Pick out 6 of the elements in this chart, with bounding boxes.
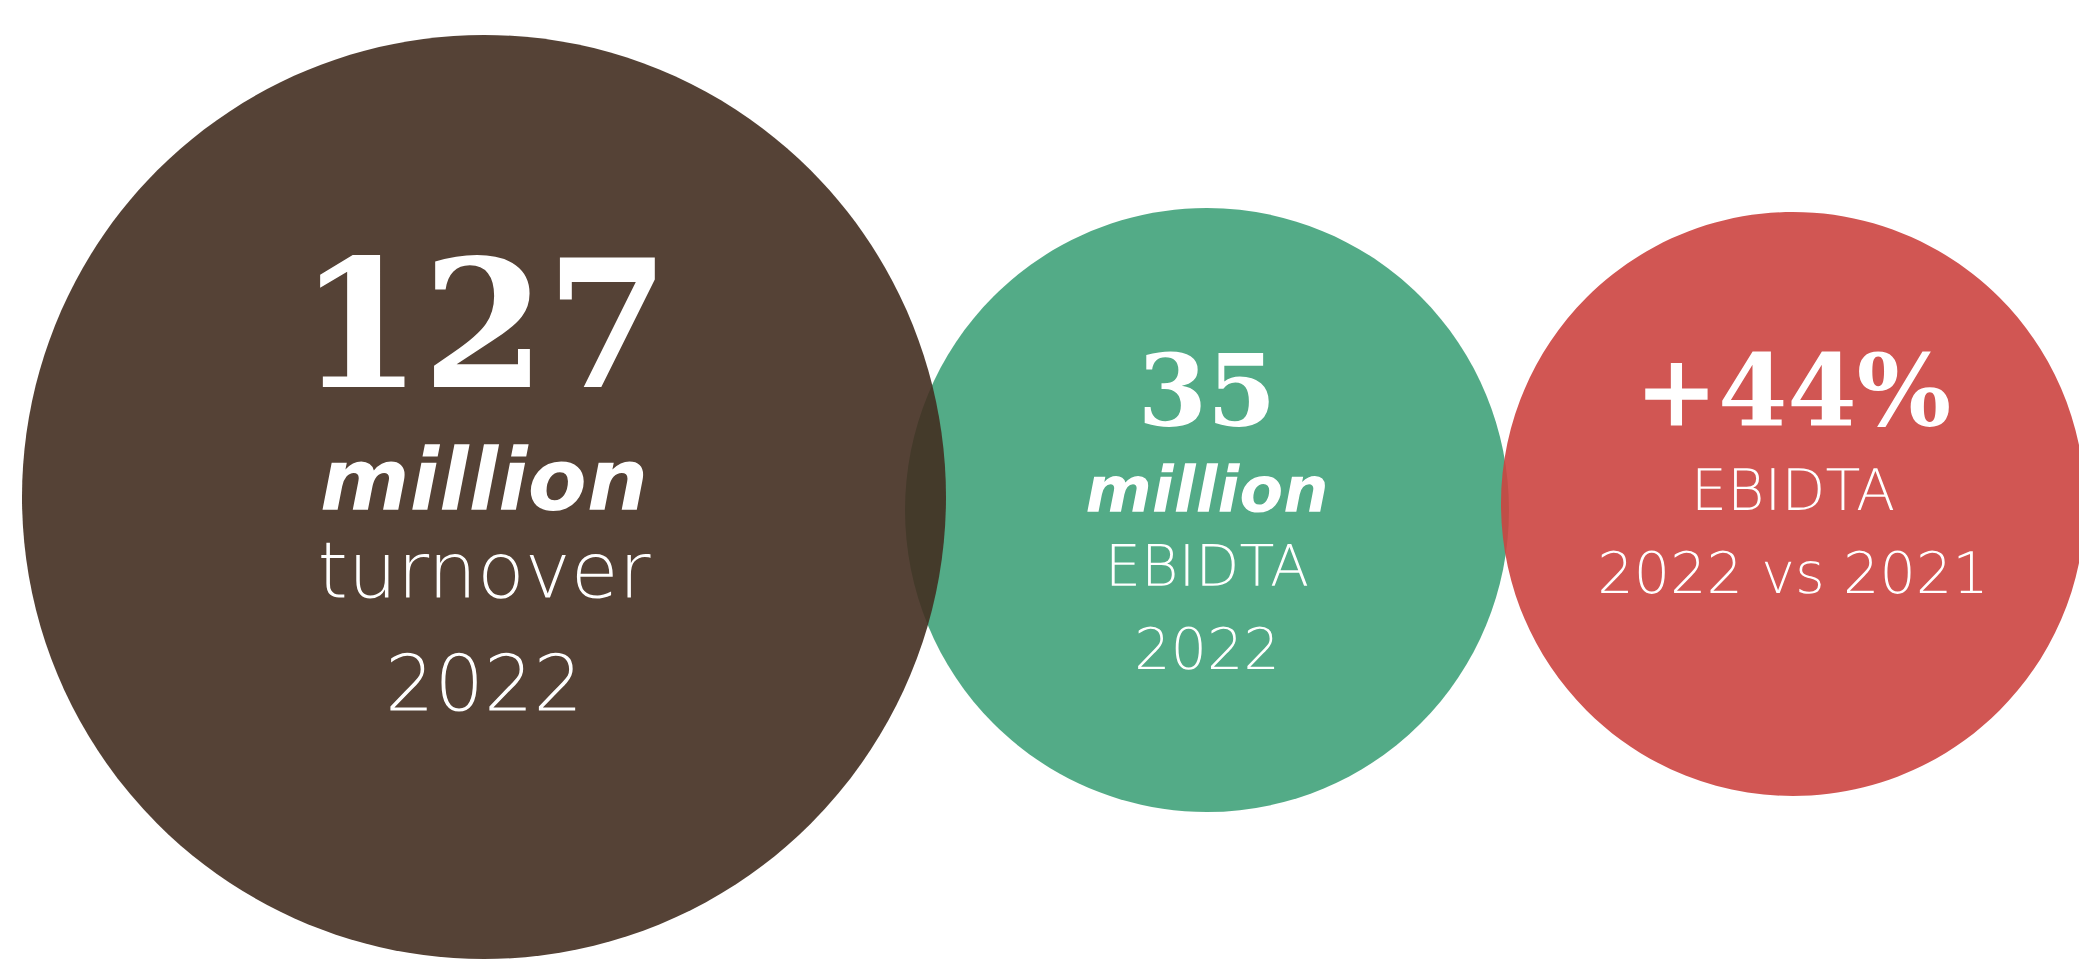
category-label: EBIDTA 2022 vs 2021 (1601, 468, 1983, 594)
data-label: +44% (1645, 351, 1949, 427)
category-label: million EBIDTA 2022 (1087, 463, 1325, 670)
category-label: million turnover 2022 (321, 444, 651, 712)
data-label: 127 (320, 255, 655, 388)
data-label: 35 (1144, 351, 1269, 427)
